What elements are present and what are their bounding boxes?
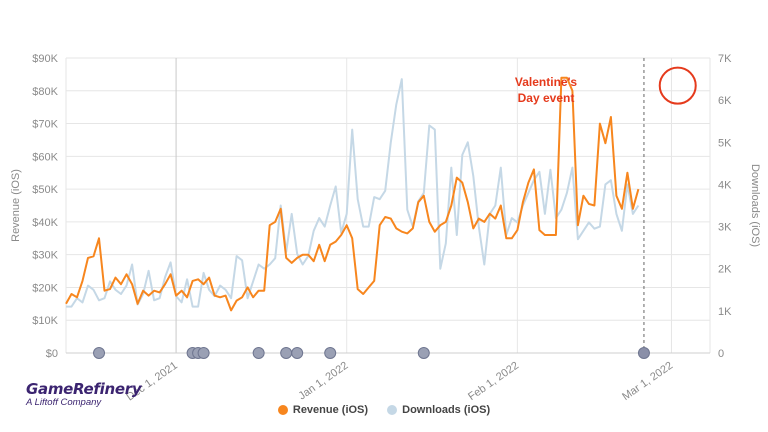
y-right-tick-label: 3K [718, 222, 732, 234]
y-right-tick-label: 4K [718, 179, 732, 191]
event-marker [417, 347, 430, 359]
y-right-tick-label: 7K [718, 53, 732, 65]
x-tick-label: Mar 1, 2022 [620, 360, 675, 404]
series-lines [65, 76, 640, 312]
legend-dot-downloads [387, 405, 398, 415]
event-marker [197, 347, 210, 359]
y-left-tick-label: $0 [46, 348, 58, 360]
y-left-tick-label: $70K [32, 119, 58, 131]
x-tick-label: Feb 1, 2022 [466, 360, 521, 404]
y-right-tick-label: 0 [718, 348, 724, 360]
annotation-text: Day event [518, 91, 575, 105]
event-marker [637, 347, 650, 359]
y-right-axis-title: Downloads (iOS) [749, 164, 761, 247]
legend-item-revenue[interactable]: Revenue (iOS) [277, 404, 369, 416]
revenue-line [65, 76, 640, 312]
y-right-tick-label: 5K [718, 137, 732, 149]
y-right-tick-label: 1K [718, 306, 732, 318]
y-left-tick-label: $40K [32, 217, 58, 229]
event-marker [93, 347, 106, 359]
event-marker [252, 347, 265, 359]
y-left-tick-label: $90K [32, 53, 58, 65]
y-left-tick-label: $10K [32, 315, 58, 327]
y-left-tick-label: $80K [32, 86, 58, 98]
annotation: Valentine's Day event [515, 66, 697, 105]
annotation-circle [658, 66, 697, 105]
downloads-line [66, 78, 640, 308]
legend-dot-revenue [277, 405, 288, 415]
event-marker [324, 347, 337, 359]
logo-subtitle: A Liftoff Company [26, 397, 102, 408]
y-left-tick-label: $60K [32, 151, 58, 163]
legend-label-downloads: Downloads (iOS) [402, 404, 491, 416]
y-left-tick-label: $50K [32, 184, 58, 196]
x-tick-label: Jan 1, 2022 [296, 360, 350, 403]
y-left-axis-title: Revenue (iOS) [10, 169, 22, 242]
chart-legend: Revenue (iOS) Downloads (iOS) [0, 404, 768, 418]
logo-name: GameRefinery [26, 380, 142, 398]
gamerefinery-logo: GameRefinery A Liftoff Company [26, 380, 142, 409]
event-marker [280, 347, 293, 359]
annotation-text: Valentine's [515, 75, 578, 89]
legend-item-downloads[interactable]: Downloads (iOS) [387, 404, 490, 416]
y-right-tick-label: 6K [718, 95, 732, 107]
y-left-tick-label: $30K [32, 250, 58, 262]
y-right-tick-label: 2K [718, 264, 732, 276]
event-markers [93, 347, 650, 359]
gridlines [65, 57, 711, 354]
y-left-tick-label: $20K [32, 282, 58, 294]
legend-label-revenue: Revenue (iOS) [292, 404, 369, 416]
event-marker [291, 347, 304, 359]
